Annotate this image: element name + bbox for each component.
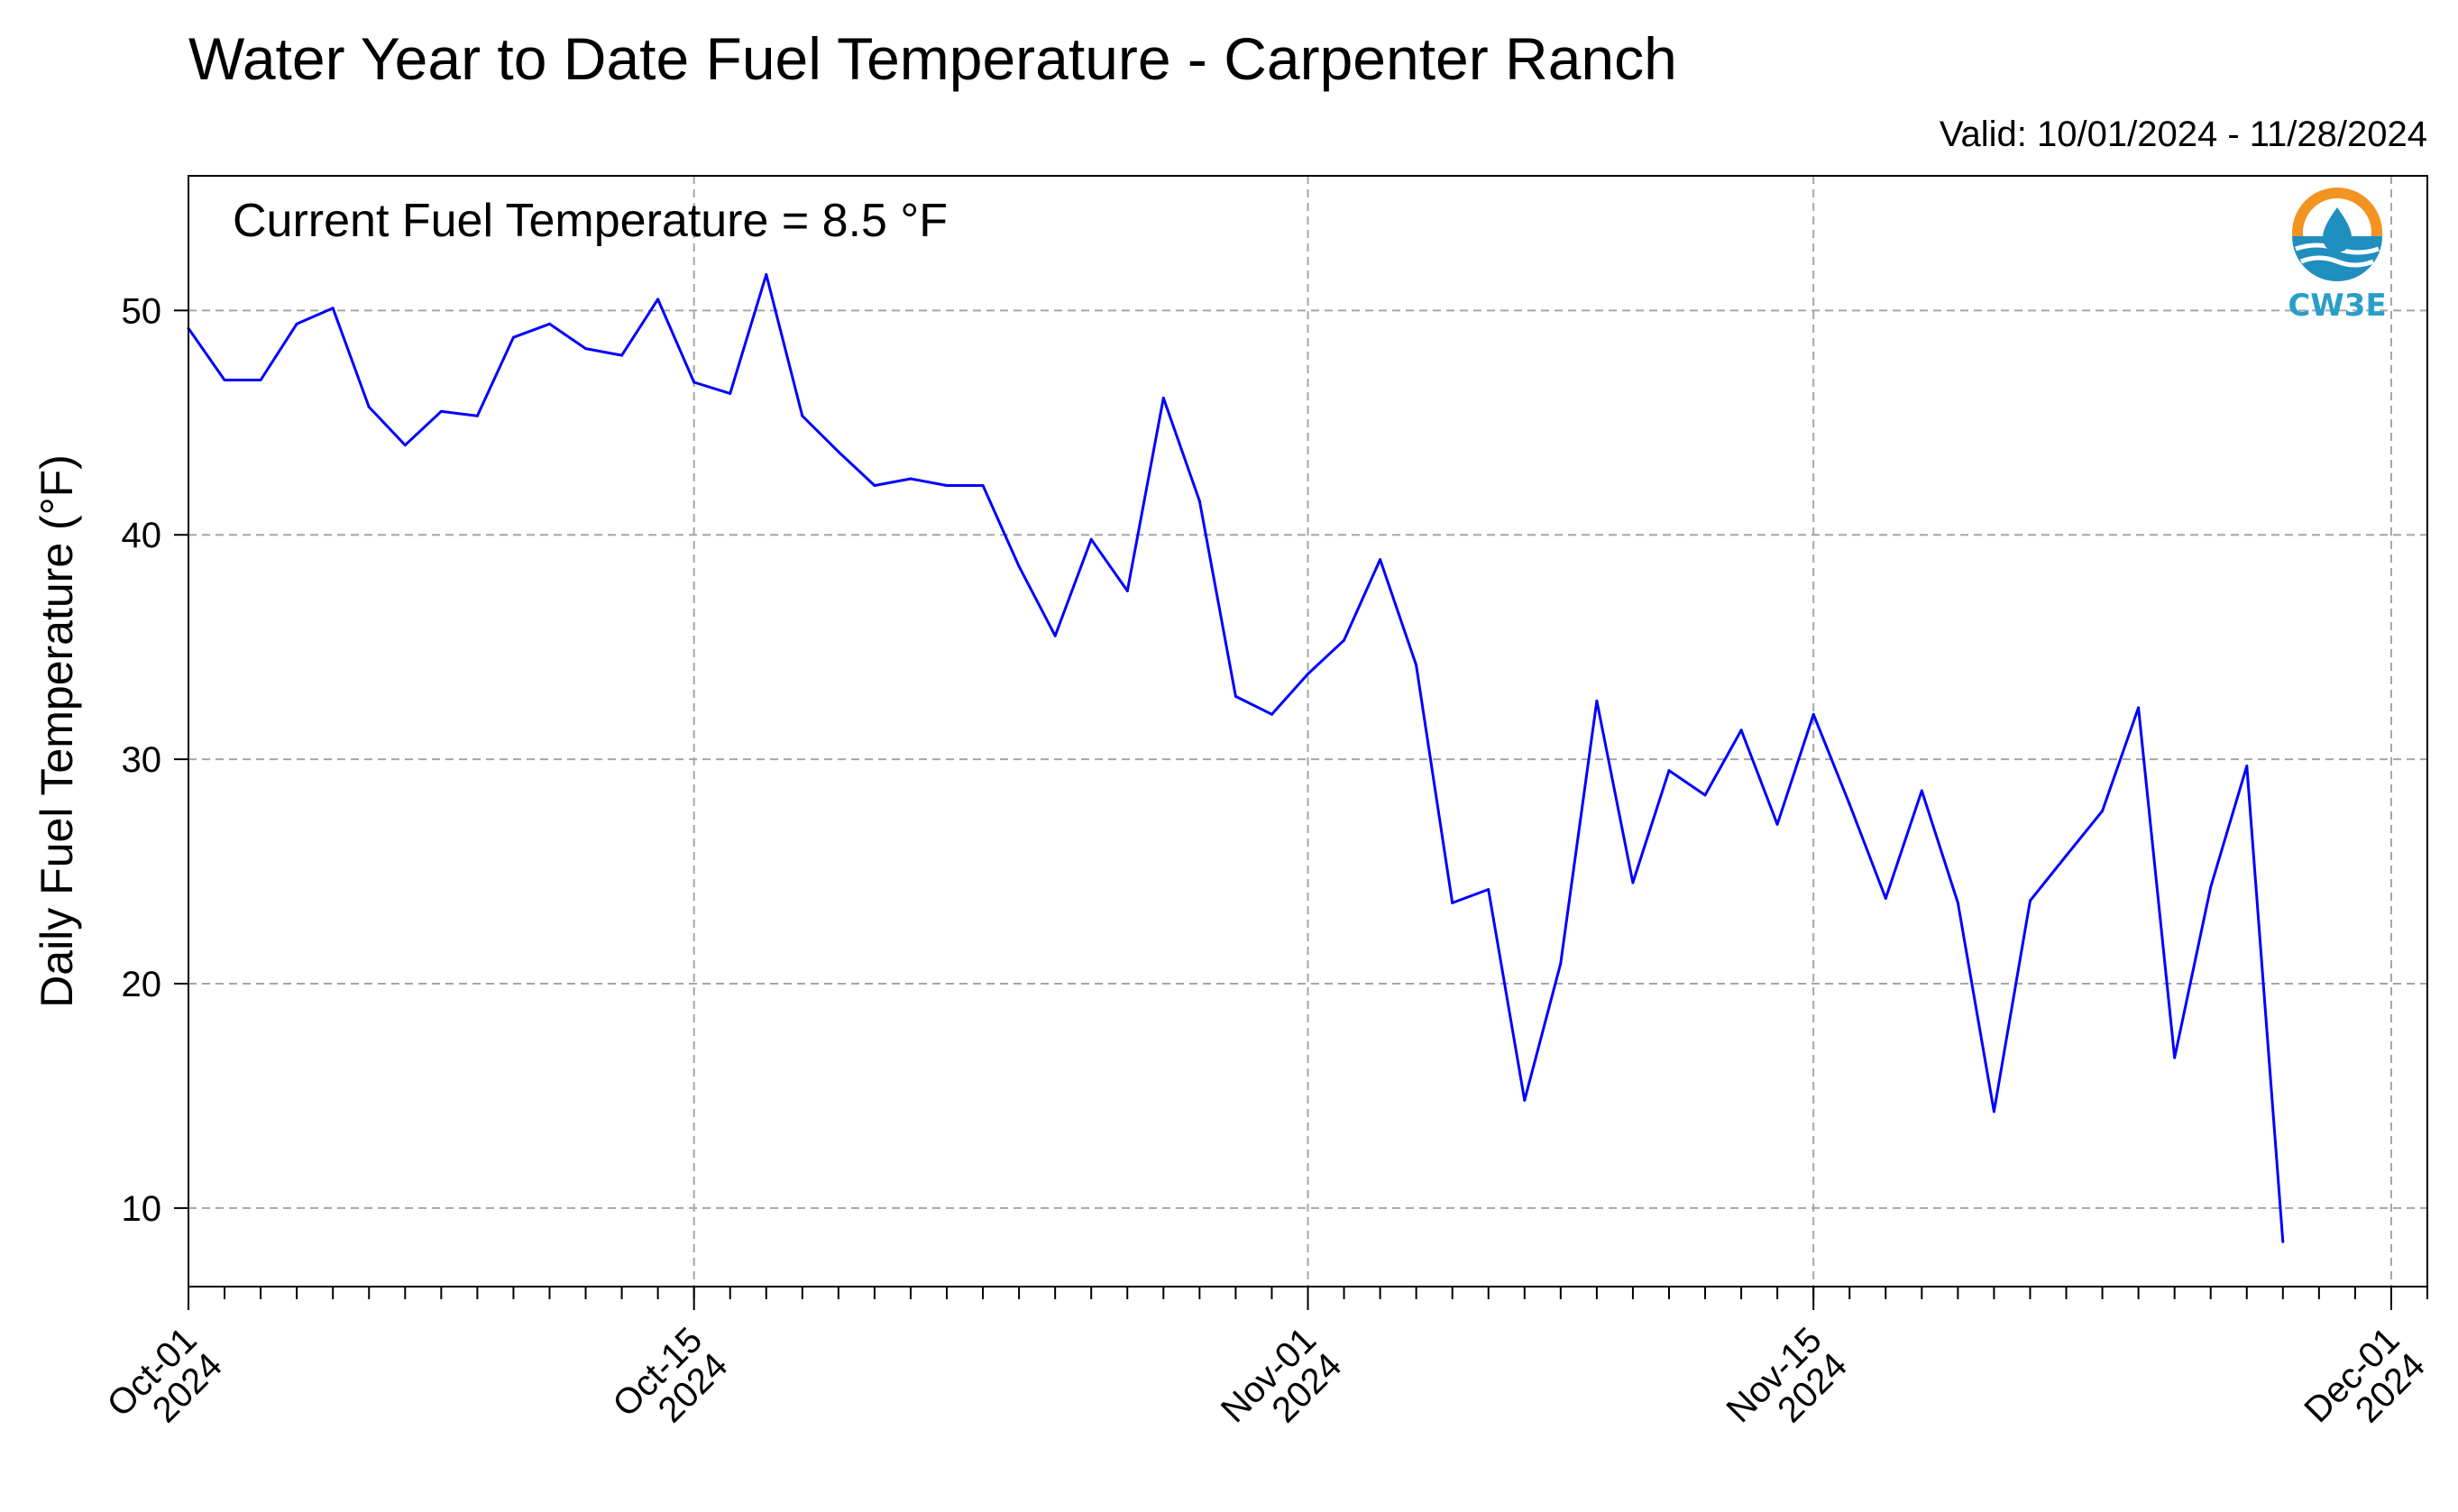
data-point [1920, 789, 1923, 793]
data-point [1775, 822, 1779, 826]
data-point [1739, 729, 1743, 732]
data-point [2065, 854, 2068, 857]
data-point [2173, 1056, 2177, 1059]
data-point [1487, 888, 1490, 891]
data-point [1379, 558, 1382, 562]
data-point [2209, 885, 2213, 889]
data-point [945, 484, 949, 487]
data-point [403, 444, 407, 447]
data-point [1703, 793, 1707, 797]
data-point [1234, 694, 1237, 698]
data-point [1667, 769, 1671, 773]
data-point [1811, 712, 1815, 716]
y-tick-label: 30 [122, 740, 162, 780]
data-point [475, 414, 479, 417]
data-point [548, 322, 551, 325]
data-point [1017, 564, 1021, 568]
data-point [367, 405, 371, 408]
data-point [511, 335, 515, 339]
data-point [1125, 589, 1129, 592]
data-point [2029, 899, 2032, 903]
data-point [295, 322, 298, 325]
fuel-temperature-line [187, 273, 2285, 1242]
data-point [1956, 901, 1959, 904]
data-point [765, 273, 768, 276]
plot-frame [188, 175, 2428, 1287]
y-tick-label: 20 [122, 965, 162, 1004]
data-point [909, 477, 913, 481]
data-point [1053, 634, 1057, 637]
data-point [331, 307, 335, 310]
data-point [801, 414, 804, 417]
data-point [981, 484, 985, 487]
data-point [1848, 802, 1851, 806]
data-point [1197, 499, 1201, 503]
grid [188, 176, 2427, 1287]
y-tick-label: 10 [122, 1189, 162, 1229]
data-point [584, 347, 587, 351]
y-axis-label: Daily Fuel Temperature (°F) [32, 454, 82, 1008]
data-point [2245, 765, 2249, 768]
data-point [1451, 901, 1454, 904]
data-point [2281, 1240, 2285, 1243]
data-point [2137, 706, 2141, 710]
y-tick-label: 40 [122, 516, 162, 555]
data-point [656, 298, 660, 301]
chart-title: Water Year to Date Fuel Temperature - Ca… [188, 25, 1677, 92]
cw3e-logo: CW3E [2288, 188, 2387, 324]
data-point [1884, 896, 1887, 900]
data-point [439, 409, 443, 413]
data-point [1270, 712, 1273, 716]
data-point [692, 380, 696, 384]
data-point [1307, 673, 1309, 675]
data-point [1595, 699, 1599, 702]
current-temperature-annotation: Current Fuel Temperature = 8.5 °F [233, 195, 948, 247]
data-point [1161, 396, 1165, 399]
data-point [1523, 1098, 1527, 1102]
data-point [873, 484, 876, 487]
data-point [729, 391, 732, 395]
chart-subtitle: Valid: 10/01/2024 - 11/28/2024 [1940, 115, 2427, 154]
data-point [223, 379, 226, 381]
data-point [259, 379, 262, 381]
data-point [2101, 809, 2105, 812]
water-drop-icon [2323, 207, 2352, 252]
data-point [1415, 664, 1418, 667]
y-axis: 10 20 30 40 50 [122, 291, 188, 1229]
data-point [1089, 537, 1093, 541]
data-point [620, 353, 624, 357]
data-point [1343, 638, 1345, 642]
y-tick-label: 50 [122, 291, 162, 331]
data-point [1559, 962, 1563, 966]
data-point [1992, 1110, 1995, 1113]
data-point [837, 450, 840, 454]
plot-area [187, 273, 2285, 1243]
data-point [1631, 881, 1635, 884]
logo-text: CW3E [2288, 288, 2386, 324]
